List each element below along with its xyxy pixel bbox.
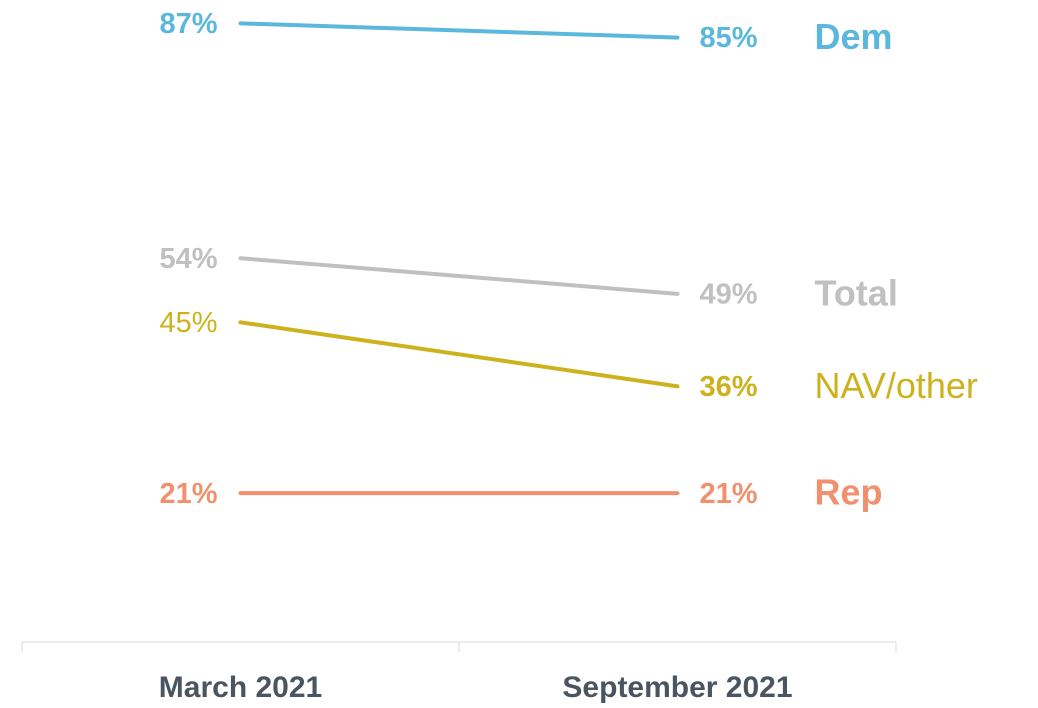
series-line bbox=[238, 256, 680, 296]
value-label: 49% bbox=[700, 278, 758, 310]
value-label: 87% bbox=[159, 8, 217, 40]
legend-label: Total bbox=[815, 272, 898, 313]
series-line bbox=[238, 320, 680, 389]
value-label: 54% bbox=[159, 243, 217, 275]
x-axis bbox=[21, 641, 897, 652]
value-label: 21% bbox=[700, 478, 758, 510]
legend-label: Dem bbox=[815, 16, 893, 57]
x-tick-label: September 2021 bbox=[562, 671, 792, 704]
value-label: 36% bbox=[700, 371, 758, 403]
legend-label: Rep bbox=[815, 472, 883, 513]
value-label: 21% bbox=[159, 478, 217, 510]
legend-label: NAV/other bbox=[815, 365, 978, 406]
value-label: 45% bbox=[159, 307, 217, 339]
value-label: 85% bbox=[700, 22, 758, 54]
series-line bbox=[238, 21, 680, 40]
x-tick-label: March 2021 bbox=[159, 671, 322, 704]
